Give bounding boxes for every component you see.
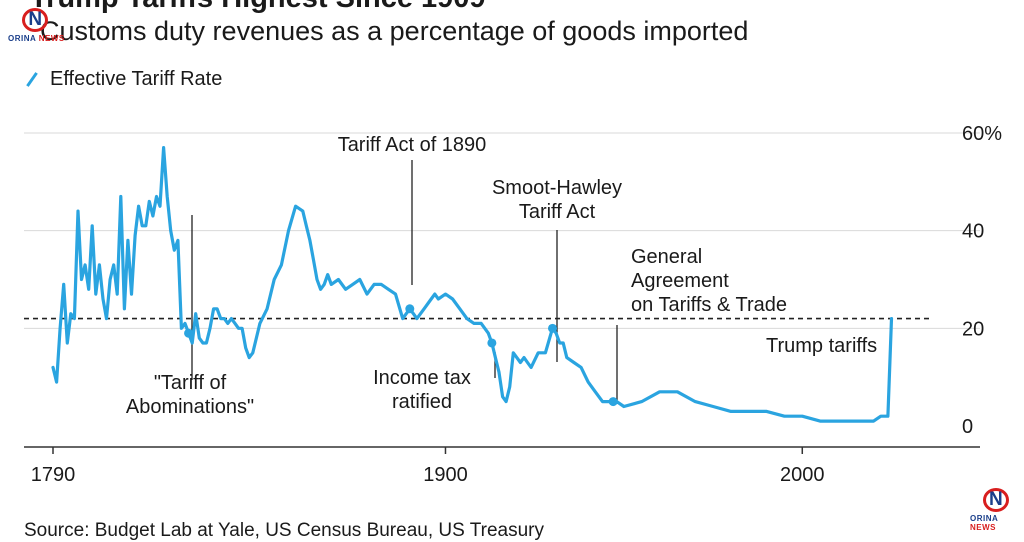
source-note: Source: Budget Lab at Yale, US Census Bu… bbox=[24, 520, 544, 541]
annotation-label: Income tax ratified bbox=[373, 367, 471, 413]
annotation-label: Trump tariffs bbox=[766, 335, 877, 357]
orina-news-logo-bottom: N ORINA NEWS bbox=[970, 488, 1024, 532]
event-marker bbox=[608, 397, 618, 407]
x-tick-label: 2000 bbox=[780, 464, 825, 486]
chart-subtitle: Customs duty revenues as a percentage of… bbox=[40, 16, 749, 46]
logo-icon: N bbox=[19, 8, 53, 34]
event-marker bbox=[184, 328, 194, 338]
event-marker bbox=[487, 338, 497, 348]
annotation-label: "Tariff of Abominations" bbox=[126, 372, 254, 418]
event-marker bbox=[548, 323, 558, 333]
annotation-label: General Agreement on Tariffs & Trade bbox=[631, 246, 787, 316]
x-tick-label: 1790 bbox=[31, 464, 76, 486]
y-tick-label: 60% bbox=[962, 123, 1002, 145]
x-tick-label: 1900 bbox=[423, 464, 468, 486]
orina-news-logo-top: N ORINA NEWS bbox=[8, 8, 65, 43]
chart-title: Trump Tariffs Highest Since 1909 bbox=[30, 0, 486, 15]
annotation-label: Smoot-Hawley Tariff Act bbox=[492, 177, 622, 223]
y-tick-label: 40 bbox=[962, 221, 984, 243]
y-tick-label: 20 bbox=[962, 318, 984, 340]
legend-label: Effective Tariff Rate bbox=[50, 68, 223, 90]
y-tick-label: 0 bbox=[962, 416, 973, 438]
event-marker bbox=[405, 304, 415, 314]
logo-icon: N bbox=[980, 488, 1014, 514]
chart-legend: Effective Tariff Rate bbox=[24, 68, 222, 91]
effective-tariff-rate-line bbox=[51, 146, 894, 423]
annotation-label: Tariff Act of 1890 bbox=[338, 134, 487, 156]
